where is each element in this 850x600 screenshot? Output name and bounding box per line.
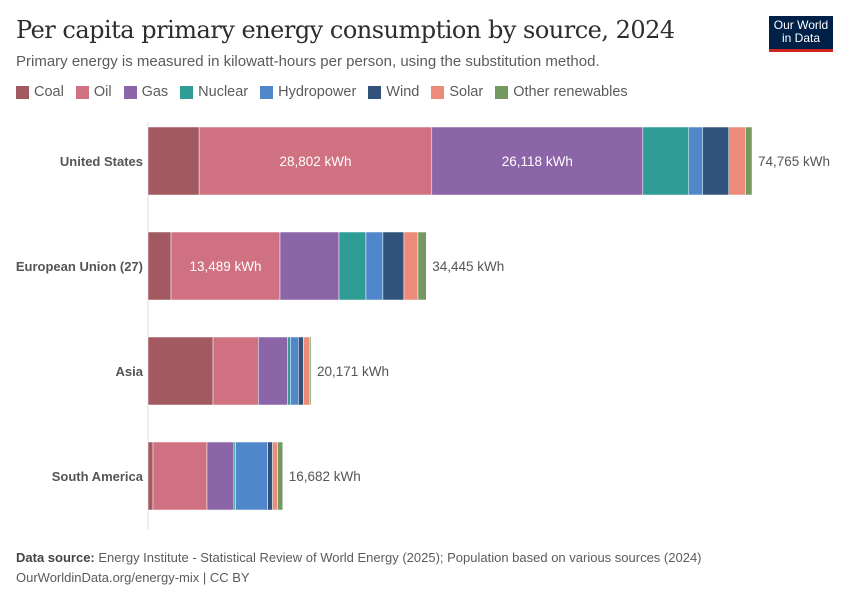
bar-segment-other-renewables[interactable] <box>309 336 312 406</box>
bar-segment-oil[interactable] <box>198 126 433 196</box>
total-value-label: 74,765 kWh <box>758 154 830 169</box>
bar-segment-oil[interactable] <box>212 336 259 406</box>
bar-segment-solar[interactable] <box>303 336 310 406</box>
bar-segment-solar[interactable] <box>728 126 746 196</box>
bar-segment-coal[interactable] <box>147 231 172 301</box>
legend-swatch <box>180 85 194 99</box>
owid-logo[interactable]: Our World in Data <box>769 16 833 52</box>
total-value-label: 16,682 kWh <box>289 469 361 484</box>
bar-segment-wind[interactable] <box>702 126 730 196</box>
bar-segment-nuclear[interactable] <box>287 336 291 406</box>
chart-subtitle: Primary energy is measured in kilowatt-h… <box>16 53 600 70</box>
legend-item-nuclear[interactable]: Nuclear <box>180 84 248 100</box>
legend-swatch <box>123 85 137 99</box>
legend-label: Coal <box>34 84 64 100</box>
bar-segment-hydropower[interactable] <box>290 336 299 406</box>
legend-label: Other renewables <box>513 84 628 100</box>
legend-label: Gas <box>141 84 169 100</box>
bar-segment-hydropower[interactable] <box>688 126 704 196</box>
legend-swatch <box>431 85 445 99</box>
footer-link[interactable]: OurWorldinData.org/energy-mix | CC BY <box>16 570 250 585</box>
bar-chart: United States 28,802 kWh 26,118 kWh 74,765 … <box>16 122 830 530</box>
legend-item-oil[interactable]: Oil <box>75 84 112 100</box>
bar-segment-other-renewables[interactable] <box>745 126 753 196</box>
bar-segment-wind[interactable] <box>267 441 273 511</box>
chart-title: Per capita primary energy consumption by… <box>16 16 675 44</box>
source-text: Energy Institute - Statistical Review of… <box>98 550 702 565</box>
source-label: Data source: <box>16 550 95 565</box>
legend-swatch <box>495 85 509 99</box>
segment-value-label: 28,802 kWh <box>279 154 351 169</box>
category-label: United States <box>60 154 143 169</box>
bar-segment-nuclear[interactable] <box>338 231 367 301</box>
legend-swatch <box>75 85 89 99</box>
bar-segment-gas[interactable] <box>258 336 288 406</box>
legend-item-hydropower[interactable]: Hydropower <box>260 84 356 100</box>
category-label: European Union (27) <box>16 259 143 274</box>
legend-item-other-renewables[interactable]: Other renewables <box>495 84 628 100</box>
bar-segment-coal[interactable] <box>147 336 214 406</box>
legend-item-wind[interactable]: Wind <box>368 84 419 100</box>
total-value-label: 34,445 kWh <box>432 259 504 274</box>
legend-label: Solar <box>449 84 484 100</box>
bar-segment-oil[interactable] <box>170 231 281 301</box>
bar-segment-wind[interactable] <box>298 336 304 406</box>
legend-item-coal[interactable]: Coal <box>16 84 64 100</box>
legend-label: Wind <box>386 84 420 100</box>
legend-item-solar[interactable]: Solar <box>431 84 483 100</box>
bar-segment-gas[interactable] <box>206 441 235 511</box>
legend-label: Hydropower <box>278 84 357 100</box>
bar-segment-solar[interactable] <box>403 231 419 301</box>
bar-segment-coal[interactable] <box>147 441 154 511</box>
segment-value-label: 26,118 kWh <box>502 154 573 169</box>
total-value-label: 20,171 kWh <box>317 364 389 379</box>
legend-label: Nuclear <box>198 84 249 100</box>
bar-segment-gas[interactable] <box>279 231 340 301</box>
footer: Data source: Energy Institute - Statisti… <box>16 548 702 588</box>
legend-item-gas[interactable]: Gas <box>123 84 169 100</box>
legend: Coal Oil Gas Nuclear Hydropower Wind Solar Othe… <box>16 84 628 100</box>
category-label: South America <box>52 469 144 484</box>
bar-segment-other-renewables[interactable] <box>277 441 284 511</box>
legend-swatch <box>16 85 29 99</box>
legend-label: Oil <box>93 84 112 100</box>
bar-segment-oil[interactable] <box>152 441 208 511</box>
category-label: Asia <box>116 364 144 379</box>
bar-segment-hydropower[interactable] <box>365 231 384 301</box>
bar-segment-wind[interactable] <box>382 231 405 301</box>
bar-segment-nuclear[interactable] <box>642 126 690 196</box>
bar-segment-other-renewables[interactable] <box>417 231 427 301</box>
bar-segment-coal[interactable] <box>147 126 200 196</box>
legend-swatch <box>368 85 382 99</box>
segment-value-label: 13,489 kWh <box>189 259 261 274</box>
bar-segment-hydropower[interactable] <box>235 441 268 511</box>
legend-swatch <box>260 85 274 99</box>
bar-segment-solar[interactable] <box>272 441 278 511</box>
